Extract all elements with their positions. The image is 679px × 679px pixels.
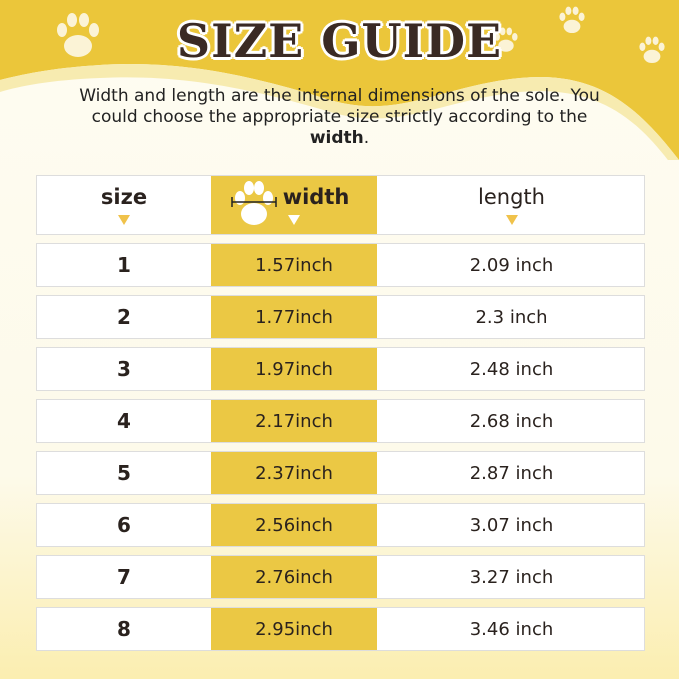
description: Width and length are the internal dimens… [79,86,600,148]
size-cell: 8 [117,617,131,641]
size-cell: 7 [117,565,131,589]
header-length: length [377,176,646,234]
table-row: 2 1.77inch 2.3 inch [36,295,645,339]
table-row: 5 2.37inch 2.87 inch [36,451,645,495]
table-row: 8 2.95inch 3.46 inch [36,607,645,651]
size-cell: 2 [117,305,131,329]
size-cell: 4 [117,409,131,433]
table-header: size width length [36,175,645,235]
size-cell: 1 [117,253,131,277]
length-cell: 2.68 inch [469,410,554,432]
header-size: size [37,176,211,234]
table-row: 4 2.17inch 2.68 inch [36,399,645,443]
paw-width-icon [231,181,277,225]
paw-print-icon [57,6,665,63]
width-cell: 2.17inch [211,400,377,442]
table-row: 6 2.56inch 3.07 inch [36,503,645,547]
size-cell: 6 [117,513,131,537]
table-row: 3 1.97inch 2.48 inch [36,347,645,391]
width-cell: 2.95inch [211,608,377,650]
width-cell: 1.97inch [211,348,377,390]
width-cell: 1.77inch [211,296,377,338]
width-cell: 2.56inch [211,504,377,546]
length-cell: 2.3 inch [475,306,548,328]
length-cell: 2.48 inch [469,358,554,380]
size-cell: 5 [117,461,131,485]
banner-background [0,0,679,160]
table-row: 7 2.76inch 3.27 inch [36,555,645,599]
width-cell: 2.76inch [211,556,377,598]
triangle-down-icon [288,215,300,225]
triangle-down-icon [118,215,130,225]
header-width: width [211,176,377,234]
length-cell: 3.27 inch [469,566,554,588]
size-cell: 3 [117,357,131,381]
length-cell: 3.07 inch [469,514,554,536]
length-cell: 2.09 inch [469,254,554,276]
length-cell: 2.87 inch [469,462,554,484]
table-row: 1 1.57inch 2.09 inch [36,243,645,287]
width-cell: 2.37inch [211,452,377,494]
page-title: SIZE GUIDE [176,14,503,68]
length-cell: 3.46 inch [469,618,554,640]
width-cell: 1.57inch [211,244,377,286]
triangle-down-icon [505,215,518,225]
